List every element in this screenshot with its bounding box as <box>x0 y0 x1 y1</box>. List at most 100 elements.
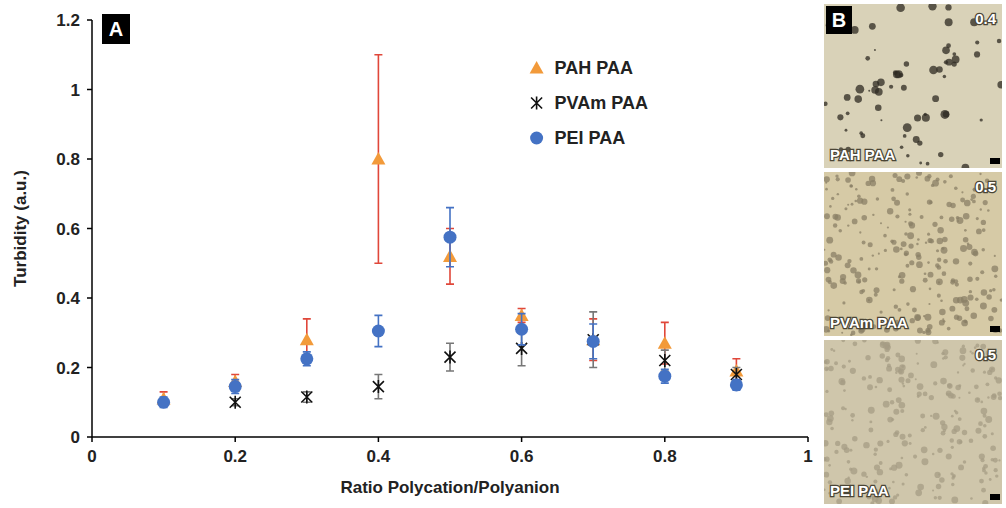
speck <box>920 414 925 419</box>
speck <box>903 134 907 138</box>
micrograph: PEI PAA0.5 <box>822 338 1002 507</box>
speck <box>976 229 982 235</box>
image-ground <box>824 4 1002 168</box>
speck <box>954 410 957 413</box>
speck <box>895 353 900 358</box>
speck <box>958 384 961 387</box>
speck <box>932 453 935 456</box>
speck <box>898 308 902 312</box>
speck <box>831 252 837 258</box>
speck <box>981 488 986 493</box>
x-tick-label: 0 <box>87 447 96 466</box>
speck <box>877 469 883 475</box>
speck <box>960 245 967 252</box>
speck <box>898 275 901 278</box>
speck <box>824 213 830 219</box>
speck <box>855 272 862 279</box>
speck <box>994 468 998 472</box>
speck <box>975 397 980 402</box>
speck <box>982 248 985 251</box>
speck <box>906 264 910 268</box>
point <box>515 323 528 336</box>
speck <box>910 286 916 292</box>
speck <box>904 252 908 256</box>
speck <box>991 307 997 313</box>
speck <box>888 346 890 348</box>
x-tick-label: 0.4 <box>367 447 391 466</box>
legend-marker <box>530 132 543 145</box>
panel-letter-box <box>826 6 852 34</box>
speck <box>824 359 829 364</box>
speck <box>887 417 893 423</box>
speck <box>857 197 863 203</box>
y-tick-label: 0.2 <box>56 359 80 378</box>
speck <box>975 277 979 281</box>
speck <box>904 61 909 66</box>
point <box>444 231 457 244</box>
speck <box>902 440 908 446</box>
speck <box>994 274 997 277</box>
speck <box>996 377 1002 383</box>
speck <box>982 468 986 472</box>
speck <box>915 378 917 380</box>
speck <box>921 428 925 432</box>
speck <box>955 282 959 286</box>
speck <box>975 40 979 44</box>
speck <box>970 497 973 500</box>
speck <box>936 249 939 252</box>
speck <box>891 188 895 192</box>
speck <box>894 200 900 206</box>
speck <box>845 262 851 268</box>
speck <box>942 47 950 55</box>
speck <box>937 448 942 453</box>
speck <box>946 453 952 459</box>
speck <box>970 351 972 353</box>
speck <box>960 198 965 203</box>
speck <box>869 23 876 30</box>
speck <box>859 290 863 294</box>
speck <box>913 136 920 143</box>
speck <box>981 289 987 295</box>
speck <box>869 420 872 423</box>
point <box>445 351 456 364</box>
speck <box>895 214 899 218</box>
speck <box>842 364 846 368</box>
speck <box>863 442 869 448</box>
speck <box>850 368 856 374</box>
image-label: PVAm PAA <box>830 314 908 331</box>
point <box>372 325 385 338</box>
speck <box>1000 298 1002 301</box>
speck <box>986 382 990 386</box>
speck <box>877 440 883 446</box>
speck <box>951 415 954 418</box>
speck <box>887 387 892 392</box>
speck <box>901 457 904 460</box>
scale-bar <box>990 494 1000 500</box>
speck <box>874 448 878 452</box>
speck <box>923 391 928 396</box>
speck <box>883 401 890 408</box>
speck <box>932 180 939 187</box>
x-tick <box>664 437 666 442</box>
speck <box>909 442 912 445</box>
speck <box>840 274 846 280</box>
speck <box>899 402 906 409</box>
point <box>659 354 670 367</box>
speck <box>905 378 910 383</box>
speck <box>938 496 942 500</box>
speck <box>975 297 979 301</box>
speck <box>834 214 841 221</box>
speck <box>961 191 963 193</box>
speck <box>874 49 876 51</box>
speck <box>932 95 939 102</box>
speck <box>868 428 873 433</box>
panel-letter: A <box>109 18 123 40</box>
speck <box>847 204 849 206</box>
speck <box>971 352 974 355</box>
speck <box>880 119 882 121</box>
speck <box>942 247 945 250</box>
speck <box>953 297 960 304</box>
speck <box>899 279 904 284</box>
speck <box>893 246 900 253</box>
speck <box>908 213 911 216</box>
